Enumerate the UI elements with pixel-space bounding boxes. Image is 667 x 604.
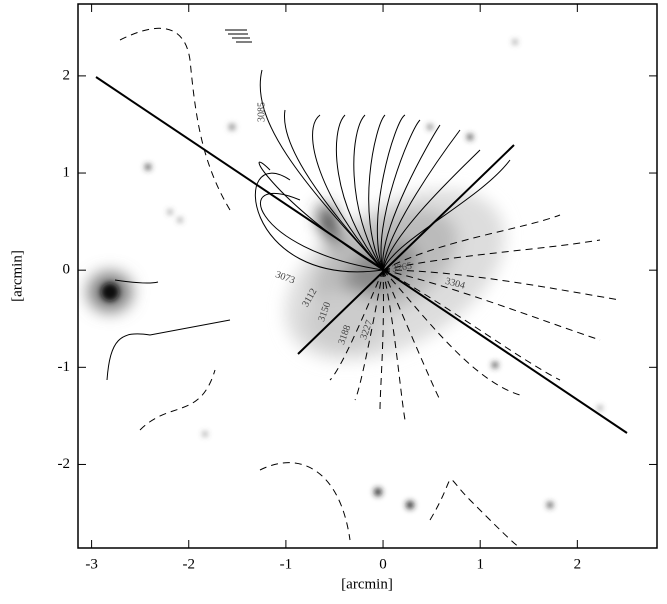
major-axis-slit [95, 76, 628, 434]
x-tick-label: 2 [574, 556, 582, 572]
y-tick-label: -1 [58, 359, 71, 375]
contour-line-dashed [382, 269, 601, 341]
contour-label: 3304 [444, 276, 466, 292]
contour-line [380, 119, 421, 271]
x-tick-label: 0 [379, 556, 387, 572]
contour-outer [139, 369, 521, 548]
x-tick-label: -1 [280, 556, 293, 572]
contour-line-dashed [382, 239, 601, 271]
contour-line [312, 114, 384, 271]
contour-line [382, 129, 461, 271]
contour-line [254, 172, 384, 273]
contour-label: 3265 [391, 261, 413, 275]
x-tick-label: -2 [182, 556, 195, 572]
contour-line-dashed [354, 269, 384, 401]
contour-line-dashed [382, 269, 561, 381]
contour-line [353, 114, 384, 271]
x-tick-label: 1 [476, 556, 484, 572]
contour-line-dashed [329, 269, 384, 381]
contour-line [382, 159, 511, 271]
contour-outer [119, 27, 231, 211]
contours [254, 69, 621, 421]
sky-image [88, 27, 628, 548]
y-tick-label: 1 [63, 164, 71, 180]
contour-line-dashed [382, 269, 621, 301]
contour-line [382, 124, 441, 271]
contour-line [259, 69, 384, 271]
y-tick-label: 2 [63, 67, 71, 83]
stars [101, 40, 602, 509]
contour-line-dashed [382, 269, 406, 421]
contour-line [376, 114, 406, 271]
x-axis-label: [arcmin] [341, 576, 393, 592]
contour-line-dashed [382, 214, 561, 271]
galaxy [88, 189, 505, 361]
y-tick-label: -2 [58, 456, 71, 472]
contour-label: 3073 [274, 269, 297, 286]
contour-label: 3085 [256, 102, 267, 122]
contour-line [283, 109, 384, 271]
minor-axis-slit [297, 144, 515, 355]
contour-line-dashed [382, 269, 521, 396]
x-tick-label: -3 [85, 556, 98, 572]
y-axis-label: [arcmin] [9, 250, 25, 302]
contour-knot [225, 29, 252, 43]
contour-line [335, 114, 384, 271]
contour-line-dashed [382, 269, 441, 401]
y-tick-label: 0 [63, 262, 71, 278]
contour-outer [114, 279, 159, 284]
contour-line-dashed [379, 269, 384, 411]
contour-line [260, 192, 384, 271]
contour-outer [106, 319, 231, 381]
plot-frame [77, 3, 658, 549]
contour-line [382, 149, 481, 271]
contour-line [368, 114, 386, 271]
